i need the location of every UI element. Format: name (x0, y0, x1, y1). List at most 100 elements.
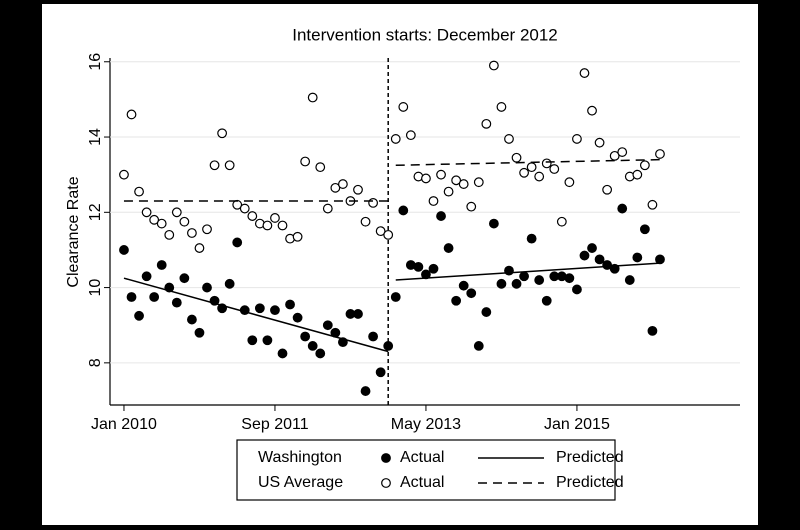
point (617, 147, 628, 157)
point (473, 177, 484, 188)
point (179, 273, 190, 284)
point (496, 278, 507, 289)
point (639, 224, 650, 235)
point (224, 160, 235, 171)
y-tick-label: 10 (87, 279, 104, 297)
frame (42, 4, 758, 525)
point (655, 149, 665, 159)
point (187, 228, 197, 238)
point (428, 263, 439, 274)
point (519, 271, 529, 282)
point (564, 273, 575, 284)
legend-box (236, 439, 616, 501)
point (247, 335, 258, 346)
point (375, 226, 386, 237)
point (141, 271, 152, 282)
point (337, 179, 348, 189)
point (534, 171, 545, 182)
point (194, 327, 205, 338)
point (322, 320, 333, 331)
point (602, 184, 613, 195)
point (217, 128, 228, 139)
point (277, 348, 288, 359)
point (164, 229, 175, 240)
point (655, 254, 665, 265)
point (451, 295, 462, 306)
point (202, 282, 212, 293)
point (587, 105, 597, 116)
point (247, 211, 258, 221)
point (579, 250, 590, 261)
point (134, 310, 144, 321)
point (209, 160, 220, 171)
point (179, 216, 190, 227)
point (126, 292, 137, 302)
point (360, 216, 371, 227)
point (171, 207, 182, 218)
point (541, 295, 552, 306)
point (451, 175, 462, 186)
x-tick-label: Jan 2010 (91, 416, 157, 433)
point (202, 224, 212, 235)
point (126, 109, 137, 120)
point (156, 218, 167, 229)
point (134, 186, 144, 197)
point (549, 164, 560, 174)
point (232, 237, 243, 248)
point (579, 68, 590, 78)
point (473, 341, 484, 351)
point (564, 177, 575, 188)
point (194, 243, 205, 253)
point (300, 331, 311, 342)
legend-label: Actual (400, 474, 444, 491)
predicted-line (395, 262, 661, 281)
point (572, 284, 582, 295)
y-tick-label: 16 (87, 53, 104, 71)
predicted-line (123, 277, 389, 353)
y-tick-label: 8 (87, 358, 104, 367)
point (587, 243, 597, 253)
x-tick-label: May 2013 (391, 416, 461, 433)
point (171, 297, 182, 308)
x-tick-label: Sep 2011 (241, 416, 308, 433)
point (307, 341, 318, 351)
point (594, 254, 605, 265)
point (330, 182, 341, 193)
point (187, 314, 197, 325)
point (390, 134, 401, 144)
point (368, 197, 378, 208)
point (466, 201, 477, 212)
point (224, 278, 235, 289)
legend-group: US Average (258, 474, 343, 491)
point (277, 220, 288, 231)
x-tick-label: Jan 2015 (544, 416, 610, 433)
point (270, 305, 280, 316)
legend-label: Predicted (556, 449, 624, 466)
point (504, 134, 514, 144)
point (428, 196, 439, 206)
legend-label: Actual (400, 449, 444, 466)
point (375, 367, 386, 378)
point (292, 312, 303, 323)
point (647, 325, 658, 336)
point (519, 167, 529, 178)
legend-marker (381, 453, 391, 463)
point (436, 169, 446, 180)
legend-marker (381, 478, 391, 488)
point (632, 169, 643, 180)
point (383, 229, 394, 240)
point (617, 203, 628, 214)
chart-title: Intervention starts: December 2012 (292, 25, 558, 44)
point (254, 303, 265, 314)
legend-label: Predicted (556, 474, 624, 491)
point (270, 213, 280, 223)
point (239, 203, 250, 214)
point (322, 203, 333, 214)
point (119, 169, 129, 180)
point (300, 156, 311, 167)
point (156, 260, 167, 270)
point (141, 207, 152, 218)
y-tick-label: 14 (87, 128, 104, 146)
